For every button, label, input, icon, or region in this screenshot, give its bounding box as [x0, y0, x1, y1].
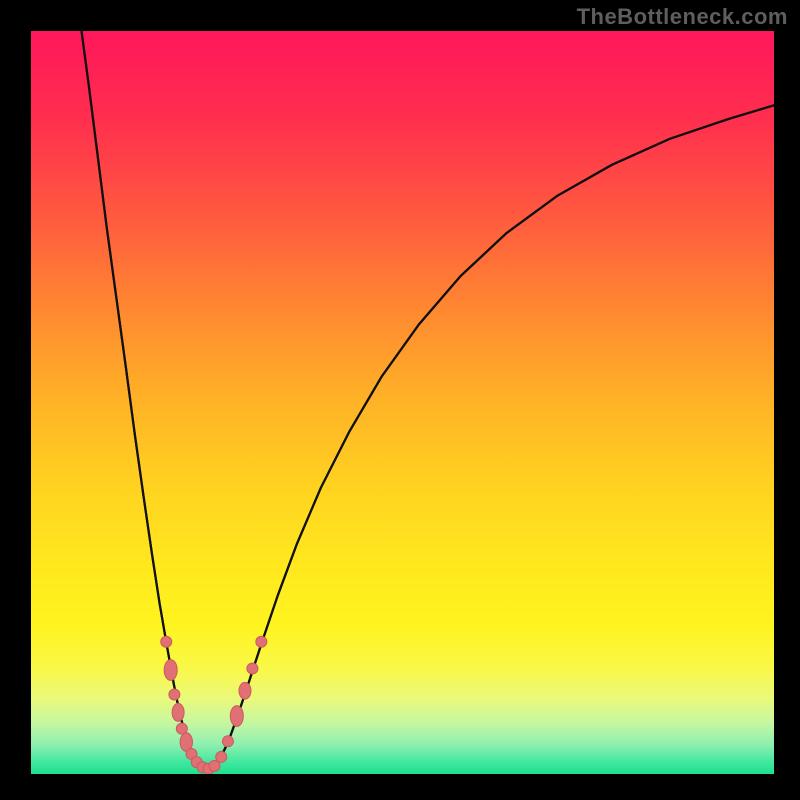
curve-marker	[247, 663, 258, 674]
curve-marker	[222, 736, 233, 747]
curve-marker	[256, 636, 267, 647]
bottleneck-chart	[0, 0, 800, 800]
curve-marker	[164, 660, 177, 681]
curve-marker	[216, 751, 227, 762]
curve-marker	[239, 682, 251, 699]
curve-marker	[161, 636, 172, 647]
curve-marker	[169, 689, 180, 700]
curve-marker	[230, 706, 243, 727]
watermark-label: TheBottleneck.com	[577, 4, 788, 30]
chart-stage: TheBottleneck.com	[0, 0, 800, 800]
curve-marker	[172, 703, 184, 721]
